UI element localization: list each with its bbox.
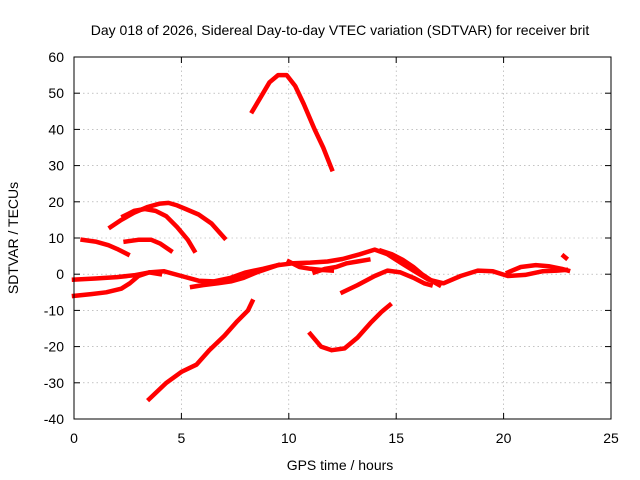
y-tick-label: 0 [56,266,64,282]
grid [74,57,611,419]
series-arc-mid-9 [123,237,174,254]
series-arc-peak [249,72,335,173]
x-axis-label: GPS time / hours [287,457,394,473]
y-tick-label: 10 [48,230,64,246]
y-tick-label: 40 [48,121,64,137]
plot-frame [73,56,612,420]
series-arc-lower-5 [71,270,163,299]
series-group [71,72,571,403]
y-axis-label: SDTVAR / TECUs [5,182,21,294]
series-arc-main [71,247,569,286]
series-arc-bowl [307,301,393,353]
y-tick-label: -40 [44,411,64,427]
chart-title: Day 018 of 2026, Sidereal Day-to-day VTE… [91,22,590,38]
y-tick-label: 60 [48,49,64,65]
series-arc-right-hump [339,268,434,296]
series-arc-descending [146,298,256,403]
series-arc-mid-block-2 [311,257,371,276]
series-arc-upper-18 [120,206,198,254]
x-tick-label: 5 [178,430,186,446]
y-tick-label: -20 [44,339,64,355]
series-arc-right-bump [378,247,443,289]
y-ticks: -40 -30 -20 -10 0 10 20 30 40 50 60 [44,49,611,427]
x-tick-label: 25 [603,430,619,446]
x-tick-label: 10 [281,430,297,446]
series-arc-upper-9 [80,237,131,258]
y-tick-label: -30 [44,375,64,391]
y-tick-label: -10 [44,302,64,318]
series-arc-mid-low [189,262,281,290]
series-arc-end-stack [504,262,571,276]
x-tick-label: 15 [388,430,404,446]
y-tick-label: 50 [48,85,64,101]
series-dot-end [560,252,570,262]
y-tick-label: 20 [48,194,64,210]
x-tick-label: 20 [496,430,512,446]
x-ticks: 0 5 10 15 20 25 [70,57,619,446]
x-tick-label: 0 [70,430,78,446]
y-tick-label: 30 [48,158,64,174]
